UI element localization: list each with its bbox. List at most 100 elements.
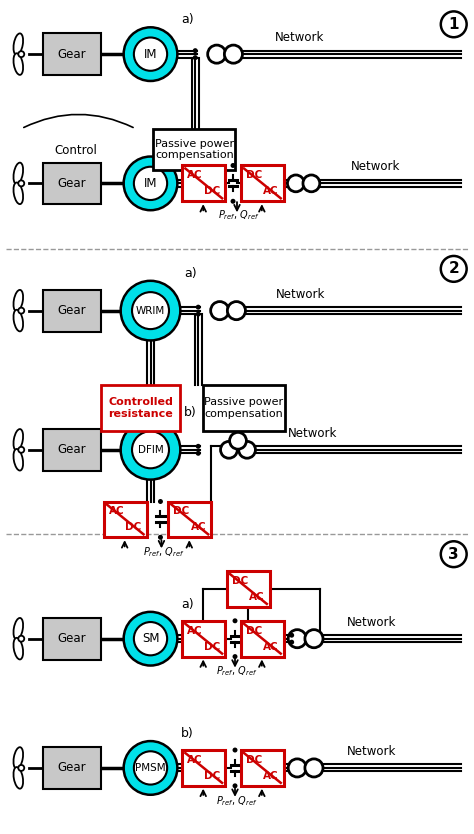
Circle shape (228, 302, 246, 319)
Bar (104, 501, 146, 537)
Text: Gear: Gear (58, 761, 86, 775)
Text: 1: 1 (448, 17, 459, 32)
Text: AC: AC (263, 641, 279, 651)
Circle shape (288, 759, 306, 777)
Text: DC: DC (204, 186, 220, 196)
Text: DC: DC (246, 626, 262, 636)
Circle shape (18, 180, 24, 186)
Text: DC: DC (173, 506, 190, 516)
Text: AC: AC (187, 626, 203, 636)
Text: a): a) (184, 267, 197, 280)
Text: $P_{ref}$, $Q_{ref}$: $P_{ref}$, $Q_{ref}$ (216, 665, 258, 678)
Circle shape (230, 198, 236, 203)
Circle shape (121, 420, 180, 480)
Text: Network: Network (288, 427, 337, 440)
Ellipse shape (13, 767, 23, 789)
Text: IM: IM (144, 177, 157, 190)
Text: Gear: Gear (58, 632, 86, 646)
Text: AC: AC (249, 592, 265, 602)
Circle shape (158, 499, 163, 504)
Bar (101, 385, 180, 431)
Text: DFIM: DFIM (137, 445, 164, 455)
Bar (182, 165, 225, 201)
Text: DC: DC (232, 576, 248, 586)
Ellipse shape (13, 747, 23, 769)
Text: Controlled
resistance: Controlled resistance (108, 397, 173, 419)
Circle shape (193, 48, 198, 53)
Circle shape (196, 451, 201, 455)
Text: $P_{ref}$, $Q_{ref}$: $P_{ref}$, $Q_{ref}$ (218, 208, 260, 222)
Text: Network: Network (276, 288, 325, 301)
Circle shape (305, 630, 323, 648)
Text: WRIM: WRIM (136, 305, 165, 315)
Bar (43, 747, 101, 789)
Text: AC: AC (263, 771, 279, 781)
Bar (182, 620, 225, 656)
Circle shape (288, 630, 306, 648)
Circle shape (233, 783, 237, 788)
Text: Network: Network (275, 31, 324, 44)
Bar (203, 385, 285, 431)
Text: $P_{ref}$, $Q_{ref}$: $P_{ref}$, $Q_{ref}$ (143, 545, 184, 559)
Ellipse shape (13, 33, 23, 55)
Ellipse shape (13, 290, 23, 311)
Circle shape (18, 765, 24, 771)
Circle shape (158, 535, 163, 540)
Circle shape (208, 45, 226, 63)
Circle shape (18, 447, 24, 453)
Circle shape (441, 541, 466, 567)
Bar (241, 620, 284, 656)
Circle shape (210, 302, 229, 319)
Text: DC: DC (246, 755, 262, 765)
Bar (43, 33, 101, 75)
Text: b): b) (182, 143, 194, 156)
Text: Gear: Gear (58, 48, 86, 61)
Ellipse shape (13, 163, 23, 184)
Circle shape (124, 28, 177, 81)
Text: DC: DC (204, 641, 220, 651)
Circle shape (220, 441, 237, 458)
Circle shape (193, 55, 198, 60)
Text: Gear: Gear (58, 444, 86, 456)
Text: AC: AC (191, 522, 206, 532)
Ellipse shape (13, 309, 23, 331)
Circle shape (196, 444, 201, 449)
Ellipse shape (13, 53, 23, 75)
Bar (182, 750, 225, 786)
Circle shape (134, 622, 167, 656)
Circle shape (305, 759, 323, 777)
Circle shape (229, 432, 246, 450)
Ellipse shape (13, 429, 23, 450)
Bar (168, 501, 211, 537)
Text: Control: Control (55, 143, 97, 157)
Text: DC: DC (246, 170, 262, 180)
Bar (227, 571, 270, 607)
Circle shape (238, 441, 255, 458)
Circle shape (124, 157, 177, 210)
Text: SM: SM (142, 632, 159, 646)
Ellipse shape (13, 638, 23, 660)
Text: b): b) (184, 406, 197, 419)
Circle shape (441, 256, 466, 282)
Ellipse shape (13, 449, 23, 470)
Circle shape (124, 741, 177, 795)
Text: 3: 3 (448, 547, 459, 561)
Circle shape (289, 640, 294, 645)
Bar (241, 165, 284, 201)
Bar (43, 429, 101, 470)
Circle shape (134, 751, 167, 785)
Circle shape (134, 167, 167, 200)
Text: Gear: Gear (58, 177, 86, 190)
Circle shape (121, 281, 180, 340)
Circle shape (224, 45, 243, 63)
Circle shape (18, 51, 24, 57)
Circle shape (18, 308, 24, 314)
Text: PMSM: PMSM (135, 763, 166, 773)
Text: Passive power
compensation: Passive power compensation (204, 397, 283, 419)
Circle shape (196, 312, 201, 317)
Text: b): b) (182, 727, 194, 740)
Circle shape (233, 654, 237, 659)
Circle shape (132, 292, 169, 329)
Circle shape (230, 163, 236, 168)
Text: AC: AC (187, 755, 203, 765)
